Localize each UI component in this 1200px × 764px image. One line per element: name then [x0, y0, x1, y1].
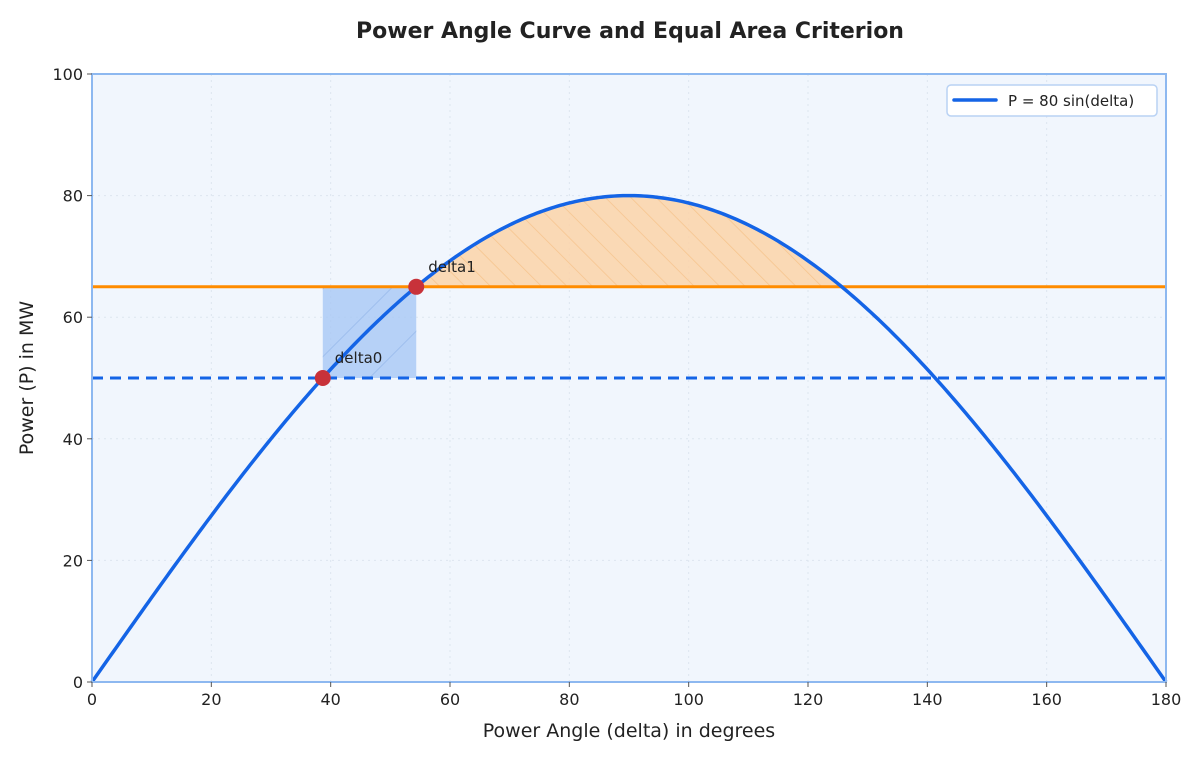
x-axis-label: Power Angle (delta) in degrees [483, 720, 775, 742]
x-tick-label: 0 [87, 690, 97, 709]
legend-label: P = 80 sin(delta) [1008, 92, 1134, 110]
legend-box [946, 84, 1158, 117]
x-tick-label: 140 [912, 690, 943, 709]
y-tick-label: 80 [63, 187, 83, 206]
y-tick-label: 0 [73, 673, 83, 692]
x-tick-label: 120 [793, 690, 824, 709]
y-tick-label: 20 [63, 551, 83, 570]
delta1-point [408, 278, 425, 295]
y-tick-label: 60 [63, 308, 83, 327]
areas [322, 195, 842, 378]
x-tick-label: 20 [201, 690, 221, 709]
delta0-point [314, 370, 331, 386]
decelerating-area-hatch [416, 195, 842, 287]
ticks: 0 20 40 60 80 100 120 140 160 180 0 20 40 60 80 100 [52, 65, 1181, 709]
delta1-label: delta1 [428, 258, 476, 276]
legend: P = 80 sin(delta) [946, 84, 1158, 117]
plot-background [92, 74, 1166, 682]
delta0-label: delta0 [335, 349, 383, 367]
x-tick-label: 180 [1151, 690, 1182, 709]
y-axis-label: Power (P) in MW [16, 301, 38, 456]
power-curve [90, 193, 1168, 684]
plot-frame [91, 73, 1167, 683]
y-tick-label: 100 [52, 65, 83, 84]
y-tick-label: 40 [63, 430, 83, 449]
x-tick-label: 40 [320, 690, 340, 709]
lines [90, 193, 1168, 684]
x-tick-label: 80 [559, 690, 579, 709]
x-tick-label: 100 [673, 690, 704, 709]
x-tick-label: 160 [1031, 690, 1062, 709]
points: delta0 delta1 [314, 258, 476, 386]
x-tick-label: 60 [440, 690, 460, 709]
chart-title: Power Angle Curve and Equal Area Criteri… [356, 19, 904, 44]
